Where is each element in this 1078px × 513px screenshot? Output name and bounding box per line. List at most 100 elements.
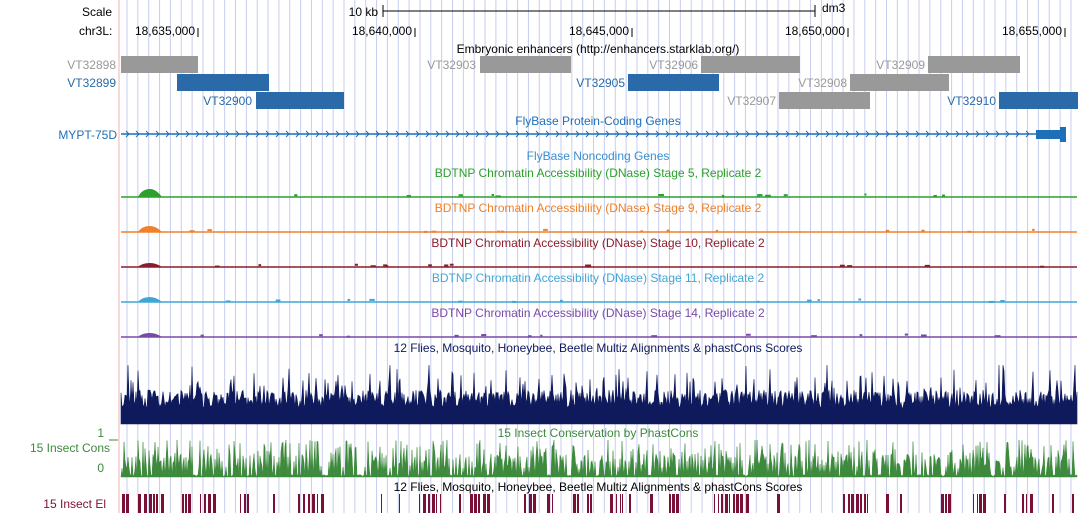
conserved-element[interactable] bbox=[200, 494, 201, 513]
insect-cons-plot[interactable] bbox=[120, 439, 1078, 478]
enhancer-box[interactable] bbox=[779, 92, 870, 109]
enhancer-box[interactable] bbox=[480, 56, 571, 73]
multiz-wiggle[interactable] bbox=[120, 364, 1078, 425]
conserved-element[interactable] bbox=[185, 494, 187, 513]
enhancer-box[interactable] bbox=[628, 74, 719, 91]
conserved-element[interactable] bbox=[244, 494, 246, 513]
conserved-element[interactable] bbox=[432, 494, 435, 513]
conserved-element[interactable] bbox=[725, 494, 728, 513]
conserved-element[interactable] bbox=[736, 494, 739, 513]
conserved-element[interactable] bbox=[740, 494, 743, 513]
conserved-element[interactable] bbox=[983, 494, 986, 513]
conserved-element[interactable] bbox=[213, 494, 216, 513]
enhancer-box[interactable] bbox=[177, 74, 269, 91]
conserved-element[interactable] bbox=[474, 494, 477, 513]
enhancer-vt32900[interactable]: VT32900 bbox=[203, 92, 344, 109]
conserved-element[interactable] bbox=[204, 494, 206, 513]
conserved-element[interactable] bbox=[122, 494, 125, 513]
conserved-element[interactable] bbox=[312, 494, 315, 513]
conserved-element[interactable] bbox=[552, 494, 553, 513]
conserved-element[interactable] bbox=[533, 494, 536, 513]
conserved-element[interactable] bbox=[440, 494, 441, 513]
conserved-element[interactable] bbox=[860, 494, 862, 513]
enhancer-label[interactable]: VT32903 bbox=[427, 58, 476, 72]
conserved-element[interactable] bbox=[487, 494, 490, 513]
conserved-element[interactable] bbox=[126, 494, 129, 513]
enhancer-label[interactable]: VT32910 bbox=[947, 94, 996, 108]
conserved-element[interactable] bbox=[423, 494, 426, 513]
conserved-element[interactable] bbox=[153, 494, 155, 513]
conserved-element[interactable] bbox=[577, 494, 579, 513]
conserved-element[interactable] bbox=[308, 494, 310, 513]
conserved-element[interactable] bbox=[573, 494, 576, 513]
dnase-signal-stage5[interactable] bbox=[121, 189, 1077, 198]
enhancer-label[interactable]: VT32909 bbox=[876, 58, 925, 72]
conserved-element[interactable] bbox=[317, 494, 318, 513]
enhancer-vt32898[interactable]: VT32898 bbox=[67, 56, 198, 73]
conserved-element[interactable] bbox=[622, 494, 623, 513]
gene-model-mypt75d[interactable] bbox=[121, 127, 1066, 142]
enhancer-label[interactable]: VT32898 bbox=[67, 58, 116, 72]
conserved-element[interactable] bbox=[478, 494, 480, 513]
conserved-element[interactable] bbox=[470, 494, 473, 513]
conserved-element[interactable] bbox=[851, 494, 854, 513]
enhancer-label[interactable]: VT32905 bbox=[576, 76, 625, 90]
enhancer-box[interactable] bbox=[256, 92, 344, 109]
conserved-element[interactable] bbox=[1004, 494, 1006, 513]
conserved-element[interactable] bbox=[610, 494, 613, 513]
gene-utr[interactable] bbox=[1036, 130, 1062, 139]
conserved-element[interactable] bbox=[669, 494, 671, 513]
conserved-element[interactable] bbox=[149, 494, 152, 513]
enhancer-vt32907[interactable]: VT32907 bbox=[727, 92, 870, 109]
conserved-element[interactable] bbox=[867, 494, 868, 513]
conserved-element[interactable] bbox=[620, 494, 621, 513]
enhancer-box[interactable] bbox=[701, 56, 800, 73]
conserved-element[interactable] bbox=[864, 494, 866, 513]
conserved-element[interactable] bbox=[161, 494, 164, 513]
conserved-element[interactable] bbox=[676, 494, 679, 513]
enhancer-vt32910[interactable]: VT32910 bbox=[947, 92, 1078, 109]
conserved-element[interactable] bbox=[979, 494, 982, 513]
conserved-element[interactable] bbox=[590, 494, 592, 513]
multiz-conservation-plot[interactable] bbox=[120, 364, 1078, 425]
conserved-element[interactable] bbox=[399, 494, 400, 513]
conserved-element[interactable] bbox=[524, 494, 526, 513]
dnase-signal-stage10[interactable] bbox=[121, 263, 1077, 268]
conserved-element[interactable] bbox=[459, 494, 461, 513]
conserved-element[interactable] bbox=[188, 494, 191, 513]
conserved-element[interactable] bbox=[714, 494, 715, 513]
conserved-element[interactable] bbox=[616, 494, 617, 513]
conserved-element[interactable] bbox=[650, 494, 653, 513]
enhancer-box[interactable] bbox=[121, 56, 198, 73]
conserved-element[interactable] bbox=[303, 494, 305, 513]
conserved-element[interactable] bbox=[1026, 494, 1027, 513]
conserved-element[interactable] bbox=[721, 494, 723, 513]
conserved-element[interactable] bbox=[746, 494, 749, 513]
conserved-element[interactable] bbox=[718, 494, 719, 513]
enhancer-label[interactable]: VT32908 bbox=[798, 76, 847, 90]
enhancer-vt32909[interactable]: VT32909 bbox=[876, 56, 1020, 73]
conserved-element[interactable] bbox=[298, 494, 300, 513]
conserved-element[interactable] bbox=[182, 494, 184, 513]
enhancer-label[interactable]: VT32900 bbox=[203, 94, 252, 108]
conserved-element[interactable] bbox=[977, 494, 978, 513]
conserved-element[interactable] bbox=[321, 494, 324, 513]
gene-exon[interactable] bbox=[1060, 127, 1066, 142]
conserved-element[interactable] bbox=[973, 494, 974, 513]
dnase-signal-stage14[interactable] bbox=[121, 333, 1077, 338]
conserved-element[interactable] bbox=[208, 494, 211, 513]
conserved-element[interactable] bbox=[547, 494, 550, 513]
dnase-signal-stage9[interactable] bbox=[121, 226, 1077, 233]
conserved-element[interactable] bbox=[843, 494, 845, 513]
conserved-element[interactable] bbox=[672, 494, 675, 513]
conserved-element[interactable] bbox=[240, 494, 241, 513]
insect-cons-wiggle[interactable] bbox=[120, 439, 1078, 478]
conserved-element[interactable] bbox=[945, 494, 947, 513]
conserved-element[interactable] bbox=[941, 494, 944, 513]
conserved-element[interactable] bbox=[156, 494, 158, 513]
conserved-element[interactable] bbox=[856, 494, 859, 513]
enhancer-vt32899[interactable]: VT32899 bbox=[67, 74, 269, 91]
conserved-element[interactable] bbox=[436, 494, 437, 513]
